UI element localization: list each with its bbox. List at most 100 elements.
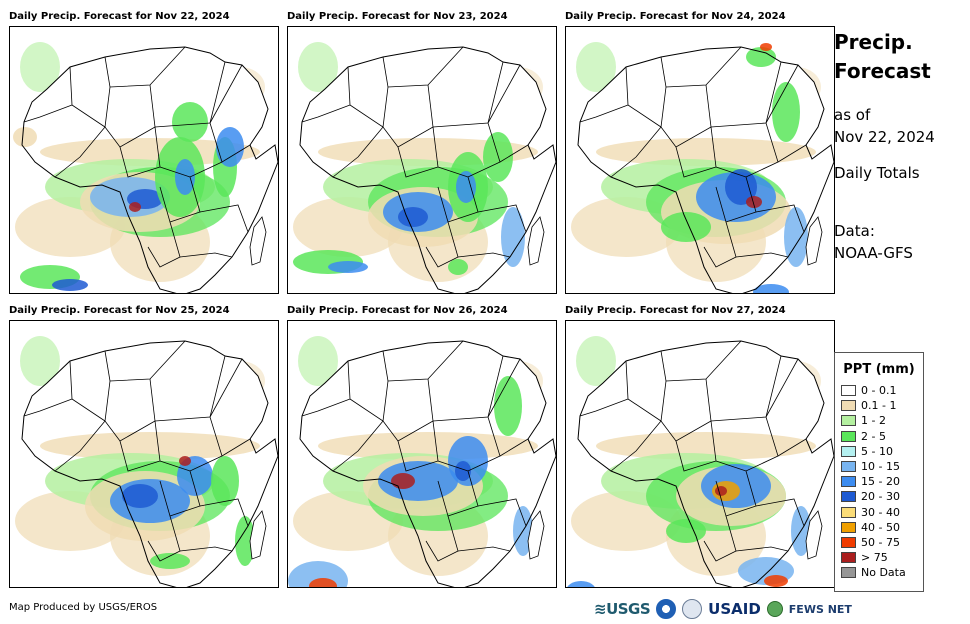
country-border (675, 420, 717, 472)
country-border (703, 515, 737, 562)
africa-map (288, 336, 556, 587)
legend-swatch (841, 567, 856, 579)
precip-map (287, 26, 557, 294)
country-border (487, 64, 521, 124)
country-border (477, 498, 527, 527)
precip-area (483, 132, 513, 182)
legend-item: 2 - 5 (835, 429, 923, 444)
legend-label: 1 - 2 (861, 414, 886, 428)
madagascar (527, 216, 545, 266)
africa-map (571, 42, 834, 293)
country-border (332, 420, 384, 472)
country-border (209, 358, 243, 418)
precip-area (175, 159, 195, 195)
legend-label: 2 - 5 (861, 429, 886, 443)
precip-area (753, 284, 789, 293)
country-border (332, 126, 384, 178)
country-border (765, 64, 799, 124)
country-border (715, 176, 757, 223)
nasa-seal-icon (682, 599, 703, 619)
precip-area (666, 519, 706, 543)
precip-map (565, 26, 835, 294)
legend-item: 30 - 40 (835, 505, 923, 520)
legend-item: 15 - 20 (835, 474, 923, 489)
country-border (209, 64, 243, 124)
noaa-logo-icon (656, 599, 677, 619)
data-source: NOAA-GFS (834, 244, 913, 262)
precip-area (129, 202, 141, 212)
legend-label: 15 - 20 (861, 475, 900, 489)
usaid-logo: USAID (708, 600, 761, 618)
country-border (703, 221, 737, 268)
country-border (179, 252, 233, 258)
precip-area (501, 207, 525, 267)
legend-title: PPT (mm) (843, 362, 915, 377)
precip-area (216, 127, 244, 167)
as-of-date: Nov 22, 2024 (834, 128, 935, 146)
legend-item: 0.1 - 1 (835, 398, 923, 413)
precip-map (9, 320, 279, 588)
legend-item: > 75 (835, 550, 923, 565)
country-border (119, 126, 161, 178)
precip-map (9, 26, 279, 294)
country-border (675, 126, 717, 178)
legend-item: 20 - 30 (835, 489, 923, 504)
africa-map (15, 336, 278, 587)
precip-area (448, 259, 468, 275)
legend-label: 5 - 10 (861, 444, 893, 458)
madagascar (527, 510, 545, 560)
country-border (54, 126, 106, 178)
legend-label: 50 - 75 (861, 535, 900, 549)
legend-label: > 75 (861, 551, 888, 565)
legend-swatch (841, 552, 856, 564)
panel-title: Daily Precip. Forecast for Nov 26, 2024 (287, 305, 508, 316)
precip-area (772, 82, 800, 142)
country-border (397, 420, 439, 472)
country-border (382, 84, 434, 148)
legend-item: 10 - 15 (835, 459, 923, 474)
country-border (660, 84, 712, 148)
data-label: Data: (834, 222, 875, 240)
precip-area (211, 456, 239, 506)
as-of-label: as of (834, 106, 871, 124)
logo-strip: ≋USGS USAID FEWS NET (594, 598, 852, 620)
country-border (499, 438, 529, 457)
legend-swatch (841, 445, 856, 457)
precip-area (177, 456, 213, 496)
legend-item: 0 - 0.1 (835, 383, 923, 398)
legend-swatch (841, 385, 856, 396)
country-border (221, 438, 251, 457)
country-border (715, 416, 779, 472)
precip-area (596, 432, 816, 460)
country-border (54, 420, 106, 472)
precip-area (715, 486, 727, 496)
country-border (179, 546, 233, 552)
country-border (777, 438, 807, 457)
precip-area (567, 581, 595, 587)
legend-item: 1 - 2 (835, 413, 923, 428)
country-border (755, 204, 805, 233)
legend-label: 0.1 - 1 (861, 399, 897, 413)
panel-title: Daily Precip. Forecast for Nov 22, 2024 (9, 11, 230, 22)
precip-area (40, 138, 260, 166)
country-border (477, 204, 527, 233)
country-border (221, 144, 251, 163)
country-border (715, 470, 757, 517)
totals-label: Daily Totals (834, 164, 920, 182)
precip-area (13, 127, 37, 147)
country-border (104, 378, 156, 442)
precip-area (298, 336, 338, 386)
precip-area (494, 376, 522, 436)
country-border (457, 252, 511, 258)
precip-area (20, 42, 60, 92)
country-border (301, 104, 351, 123)
madagascar (805, 510, 823, 560)
country-border (23, 398, 73, 417)
legend-label: 10 - 15 (861, 459, 900, 473)
africa-map (567, 336, 834, 587)
precip-area (172, 102, 208, 142)
panel-title: Daily Precip. Forecast for Nov 25, 2024 (9, 305, 230, 316)
country-border (755, 498, 805, 527)
precip-area (150, 553, 190, 569)
